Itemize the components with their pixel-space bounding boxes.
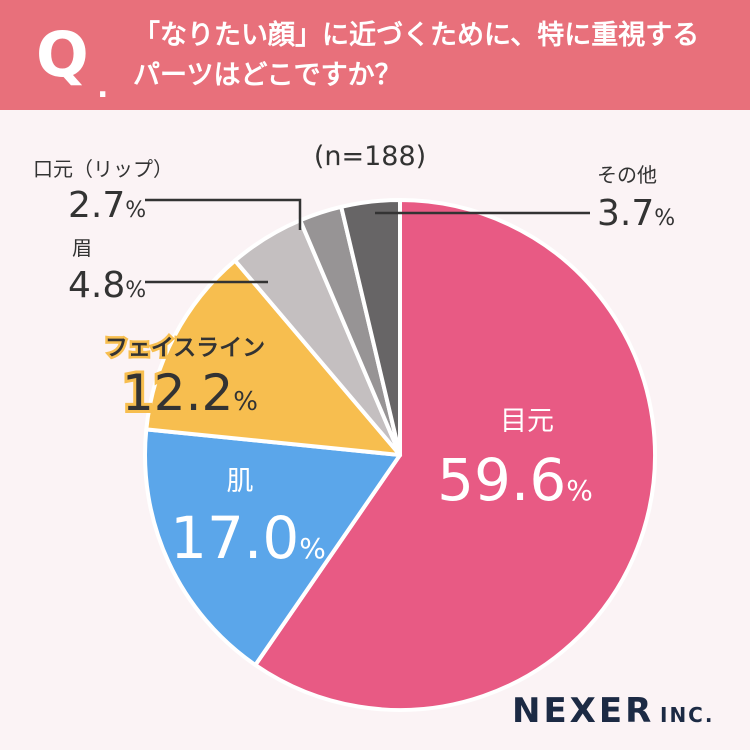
pie-slices [143, 198, 657, 712]
slice-value-lip-number: 2.7 [68, 185, 125, 226]
brand-suffix: INC. [660, 703, 714, 727]
slice-value-eyebrow: 4.8% [68, 265, 146, 306]
slice-value-faceline: 12.2% [122, 364, 258, 422]
slice-value-skin: 17.0% [170, 504, 326, 572]
question-header: Q . 「なりたい顔」に近づくために、特に重視する パーツはどこですか？ [0, 0, 750, 110]
slice-value-eyes-unit: % [566, 474, 593, 507]
q-mark: Q [36, 18, 89, 91]
question-text: 「なりたい顔」に近づくために、特に重視する パーツはどこですか？ [133, 16, 733, 96]
slice-label-other: その他 [597, 163, 657, 187]
slice-value-eyes: 59.6% [437, 446, 593, 514]
slice-value-lip-unit: % [125, 198, 146, 223]
sample-size-label: (n=188) [314, 141, 426, 172]
slice-value-skin-unit: % [299, 532, 326, 565]
slice-label-skin: 肌 [227, 466, 254, 497]
slice-label-lip: 口元（リップ） [33, 157, 173, 181]
question-line-2: パーツはどこですか？ [133, 60, 402, 91]
slice-skin [143, 427, 402, 667]
slice-value-lip: 2.7% [68, 185, 146, 226]
slice-faceline [144, 258, 402, 457]
slice-value-eyebrow-number: 4.8 [68, 265, 125, 306]
slice-value-faceline-unit: % [233, 387, 258, 417]
slice-label-eyes: 目元 [500, 406, 554, 437]
slice-value-faceline-number: 12.2 [122, 364, 233, 422]
slice-value-eyebrow-unit: % [125, 278, 146, 303]
slice-other [339, 198, 402, 457]
slice-value-other-unit: % [654, 206, 675, 231]
slice-eyes [253, 198, 657, 712]
slice-value-skin-number: 17.0 [170, 504, 299, 572]
leader-line-lip [145, 198, 302, 230]
q-dot: . [97, 70, 109, 105]
slice-value-other-number: 3.7 [597, 193, 654, 234]
slice-label-eyebrow: 眉 [72, 236, 92, 260]
slice-value-other: 3.7% [597, 193, 675, 234]
brand-name: NEXER [512, 691, 654, 731]
question-line-1: 「なりたい顔」に近づくために、特に重視する [133, 20, 700, 51]
slice-value-eyes-number: 59.6 [437, 446, 566, 514]
leader-lines [145, 198, 590, 284]
slice-label-faceline: フェイスライン [105, 335, 265, 361]
